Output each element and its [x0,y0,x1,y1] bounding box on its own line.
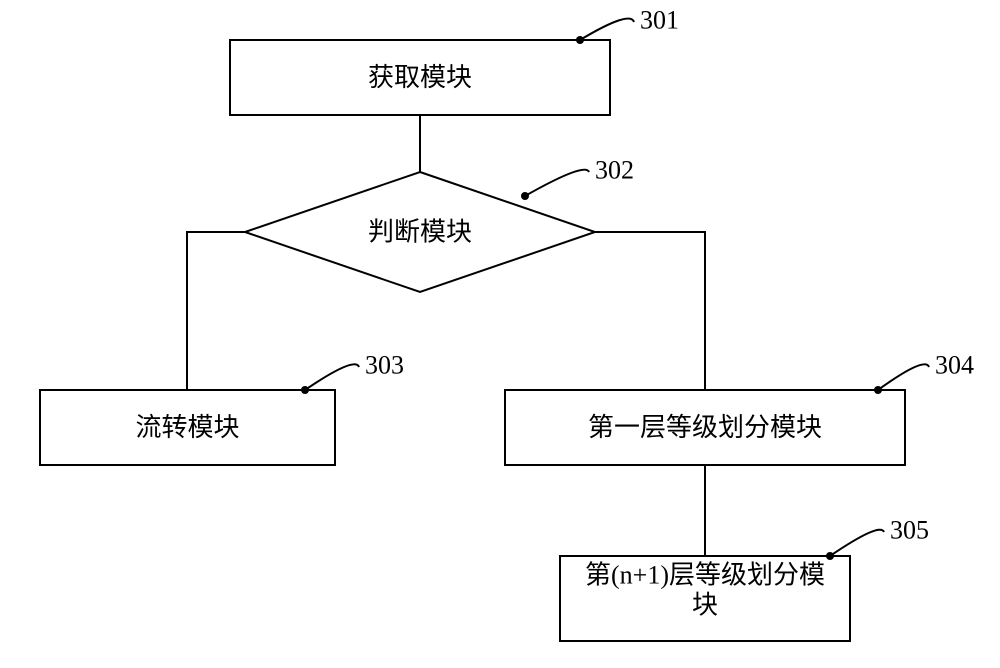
node-text: 第一层等级划分模块 [588,413,822,442]
edge-n302-n304 [595,232,705,390]
node-text: 判断模块 [368,218,472,247]
node-n301: 获取模块 301 [230,6,679,116]
node-n303: 流转模块 303 [40,351,404,466]
node-label: 305 [890,516,929,545]
edge-n302-n303 [187,232,245,390]
leader-line [878,364,929,390]
node-label: 304 [935,351,974,380]
node-label: 301 [640,6,679,35]
leader-line [580,19,634,40]
node-text: 获取模块 [368,63,472,92]
leader-line [305,364,359,390]
leader-line [525,170,589,196]
node-n304: 第一层等级划分模块 304 [505,351,974,466]
node-text: 流转模块 [135,413,239,442]
node-n302: 判断模块 302 [245,156,634,293]
node-label: 302 [595,156,634,185]
node-label: 303 [365,351,404,380]
node-n305: 第(n+1)层等级划分模块305 [560,516,929,642]
leader-line [830,530,884,556]
